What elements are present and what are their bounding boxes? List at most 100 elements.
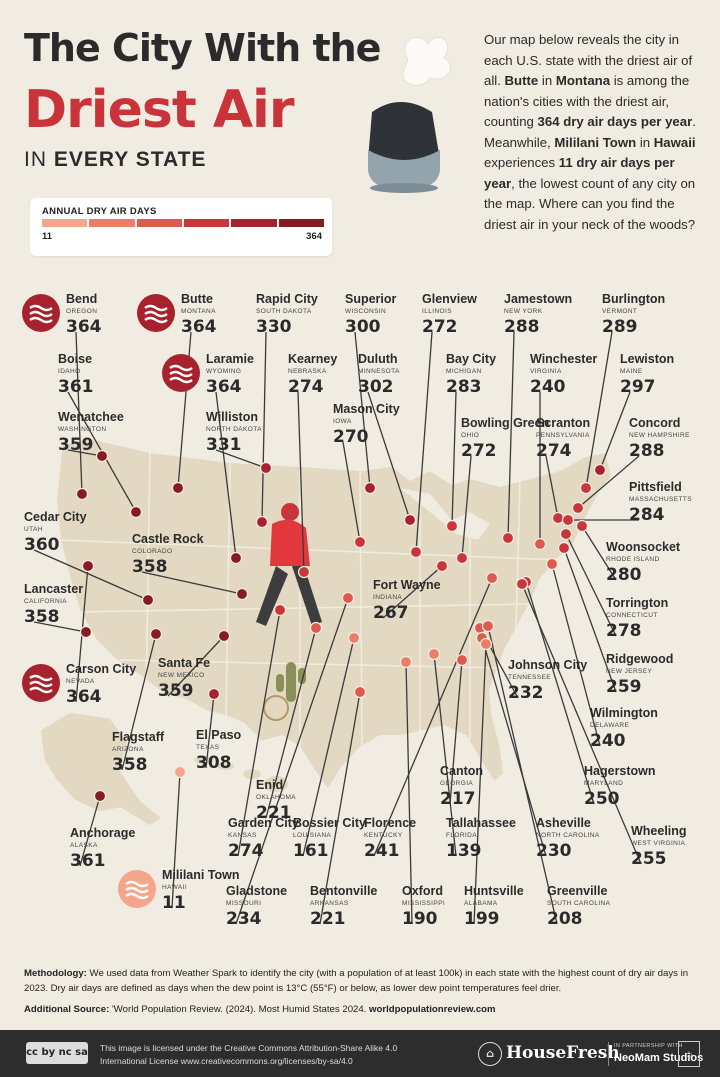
city-label-tallahassee: Tallahassee FLORIDA 139 — [446, 816, 516, 861]
city-dot-kearney — [297, 565, 311, 579]
state-name: WISCONSIN — [345, 308, 387, 315]
state-boundaries — [59, 451, 561, 749]
intro-run: Butte — [504, 73, 539, 88]
city-name: Jamestown — [504, 292, 573, 306]
brand-housefresh[interactable]: HouseFresh — [506, 1043, 620, 1063]
dry-days-value: 331 — [206, 435, 242, 455]
city-name: Woonsocket — [606, 540, 681, 554]
city-label-bend: Bend OREGON 364 — [66, 292, 102, 337]
legend-swatch — [183, 219, 230, 227]
person-illustration — [256, 503, 322, 626]
city-label-enid: Enid OKLAHOMA 221 — [256, 778, 296, 823]
leader-line — [507, 331, 515, 539]
state-name: INDIANA — [373, 594, 403, 601]
state-name: CONNECTICUT — [606, 612, 658, 619]
city-name: Oxford — [402, 884, 443, 898]
leader-line — [449, 659, 463, 805]
city-dot-bend — [75, 487, 89, 501]
city-dot-tallahassee — [427, 647, 441, 661]
city-label-asheville: Asheville NORTH CAROLINA 230 — [536, 816, 600, 861]
city-label-bay-city: Bay City MICHIGAN 283 — [446, 352, 496, 397]
dry-days-value: 272 — [461, 441, 497, 461]
dry-days-value: 308 — [196, 753, 232, 773]
city-dot-cedar-city — [141, 593, 155, 607]
dry-days-value: 139 — [446, 841, 482, 861]
city-dot-superior — [363, 481, 377, 495]
leader-line — [415, 331, 433, 553]
footer: cc by nc sa This image is licensed under… — [0, 1030, 720, 1077]
wave-badge-icon — [22, 294, 60, 332]
dry-days-value: 289 — [602, 317, 638, 337]
city-label-torrington: Torrington CONNECTICUT 278 — [606, 596, 668, 641]
city-dot-butte — [171, 481, 185, 495]
city-name: Kearney — [288, 352, 338, 366]
state-name: NORTH CAROLINA — [536, 832, 600, 839]
leader-line — [473, 643, 487, 925]
city-dot-torrington — [559, 527, 573, 541]
city-label-wheeling: Wheeling WEST VIRGINIA 255 — [631, 824, 687, 869]
legend-swatch — [278, 219, 324, 227]
city-name: Bossier City — [293, 816, 366, 830]
leader-line — [382, 565, 443, 619]
leader-line — [367, 391, 411, 521]
city-dot-jamestown — [501, 531, 515, 545]
state-name: TEXAS — [196, 744, 220, 751]
state-name: UTAH — [24, 526, 43, 533]
city-label-bowling-green: Bowling Green OHIO 272 — [461, 416, 549, 461]
dry-days-value: 230 — [536, 841, 572, 861]
state-name: TENNESSEE — [508, 674, 551, 681]
state-name: WYOMING — [206, 368, 242, 375]
city-label-carson-city: Carson City NEVADA 364 — [66, 662, 136, 707]
leader-line — [433, 653, 457, 857]
dry-days-value: 358 — [132, 557, 168, 577]
leader-line — [521, 583, 642, 865]
state-name: LOUISIANA — [293, 832, 332, 839]
dry-days-value: 221 — [256, 803, 292, 823]
city-name: Boise — [58, 352, 93, 366]
state-name: COLORADO — [132, 548, 173, 555]
legend-swatch — [42, 219, 88, 227]
leader-lines — [33, 331, 642, 925]
city-name: Scranton — [536, 416, 591, 430]
source-link[interactable]: worldpopulationreview.com — [369, 1004, 496, 1015]
city-label-anchorage: Anchorage ALASKA 361 — [70, 826, 135, 871]
leader-line — [141, 571, 243, 595]
neomam-cube-icon: ◇ — [678, 1041, 700, 1067]
alaska-shape — [39, 711, 164, 827]
state-name: CALIFORNIA — [24, 598, 68, 605]
title-prefix: IN — [24, 148, 47, 171]
state-name: ALASKA — [70, 842, 98, 849]
leader-line — [171, 771, 181, 909]
city-dot-castle-rock — [235, 587, 249, 601]
leader-line — [545, 455, 559, 519]
state-name: IOWA — [333, 418, 352, 425]
dry-days-value: 302 — [358, 377, 394, 397]
legend-color-bar — [42, 219, 324, 227]
city-name: Williston — [206, 410, 258, 424]
dry-days-value: 259 — [606, 677, 642, 697]
dry-days-value: 255 — [631, 849, 667, 869]
state-name: FLORIDA — [446, 832, 477, 839]
wave-badge-icon — [118, 870, 156, 908]
leader-line — [79, 795, 101, 867]
city-name: Lancaster — [24, 582, 84, 596]
title-line-2: Driest Air — [24, 80, 295, 140]
partner-label: IN PARTNERSHIP WITH — [614, 1043, 683, 1049]
city-name: Tallahassee — [446, 816, 516, 830]
intro-run: Montana — [555, 73, 611, 88]
city-label-superior: Superior WISCONSIN 300 — [345, 292, 396, 337]
city-label-hagerstown: Hagerstown MARYLAND 250 — [584, 764, 656, 809]
cc-license-badge[interactable]: cc by nc sa — [26, 1042, 88, 1064]
leader-line — [481, 637, 547, 857]
legend-title: ANNUAL DRY AIR DAYS — [42, 206, 157, 217]
dry-days-value: 267 — [373, 603, 409, 623]
city-name: Castle Rock — [132, 532, 204, 546]
state-name: ALABAMA — [464, 900, 498, 907]
city-name: Gladstone — [226, 884, 288, 898]
partner-neomam[interactable]: NeoMam Studios — [614, 1052, 704, 1064]
state-name: ARKANSAS — [310, 900, 349, 907]
dry-days-value: 360 — [24, 535, 60, 555]
city-label-castle-rock: Castle Rock COLORADO 358 — [132, 532, 204, 577]
city-dot-carson-city — [81, 559, 95, 573]
